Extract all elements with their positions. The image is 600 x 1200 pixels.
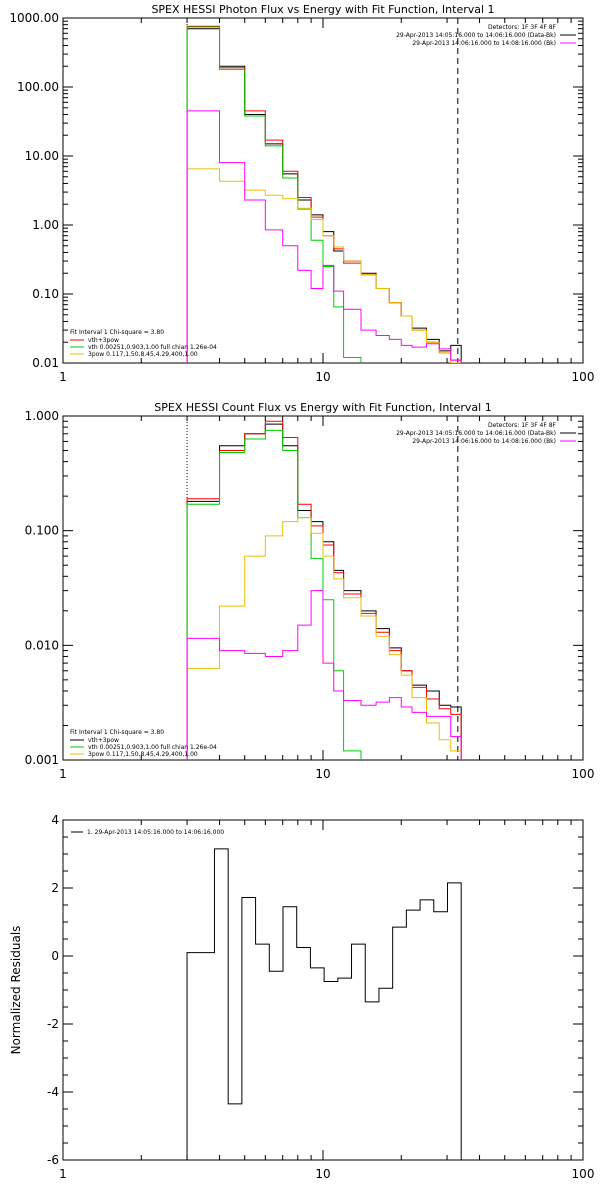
photon-flux-panel: SPEX HESSI Photon Flux vs Energy with Fi… <box>9 3 595 384</box>
series-4-histogram <box>186 590 462 760</box>
residuals-frame <box>62 819 584 1161</box>
legend-vth3pow: vth+3pow <box>88 337 119 344</box>
photon-flux-legend-top: Detectors: 1F 3F 4F 8F 29-Apr-2013 14:05… <box>396 24 576 47</box>
y-tick-label: 100.00 <box>17 80 59 94</box>
y-tick-label: 0.001 <box>25 753 59 767</box>
residuals-panel: 1 10 100 4 2 0 -2 -4 -6 Normalized Residuals 1. … <box>9 813 595 1181</box>
y-tick-label: 0 <box>51 949 59 963</box>
legend-fit-interval: Fit Interval 1 Chi-square = 3.80 <box>70 329 164 336</box>
series-0-histogram <box>186 848 462 1160</box>
x-tick-label: 100 <box>572 370 595 384</box>
photon-flux-legend-bottom: Fit Interval 1 Chi-square = 3.80 vth+3po… <box>70 329 217 358</box>
count-flux-panel: SPEX HESSI Count Flux vs Energy with Fit… <box>25 401 595 781</box>
y-tick-label: -6 <box>47 1153 59 1167</box>
series-0-histogram <box>186 423 462 760</box>
y-tick-label: -2 <box>47 1017 59 1031</box>
legend-bk: 29-Apr-2013 14:06:16.000 to 14:08:16.000… <box>412 438 556 445</box>
legend-3pow: 3pow 0.117,1.50,8.45,4.29,400,1.00 <box>88 351 198 358</box>
legend-data-bk: 29-Apr-2013 14:05:16.000 to 14:06:16.000… <box>396 32 556 39</box>
y-tick-label: 0.100 <box>25 524 59 538</box>
photon-flux-title: SPEX HESSI Photon Flux vs Energy with Fi… <box>151 3 494 16</box>
series-4-histogram <box>186 110 462 363</box>
legend-bk: 29-Apr-2013 14:06:16.000 to 14:08:16.000… <box>412 40 556 47</box>
y-tick-label: 0.10 <box>32 287 59 301</box>
y-tick-label: 4 <box>51 813 59 827</box>
count-flux-legend-bottom: Fit Interval 1 Chi-square = 3.80 vth+3po… <box>70 729 217 758</box>
series-3-histogram <box>186 168 462 363</box>
legend-data-bk: 29-Apr-2013 14:05:16.000 to 14:06:16.000… <box>396 430 556 437</box>
x-tick-label: 10 <box>315 1167 330 1181</box>
photon-flux-frame <box>62 17 584 364</box>
legend-vth: vth 0.00251,0.903,1.00 full chian 1.26e-… <box>88 344 217 351</box>
y-tick-label: 0.01 <box>32 356 59 370</box>
y-tick-label: 1.000 <box>25 409 59 423</box>
series-2-histogram <box>186 429 362 760</box>
legend-3pow: 3pow 0.117,1.50,8.45,4.29,400,1.00 <box>88 751 198 758</box>
y-tick-label: 1000.00 <box>9 11 59 25</box>
y-tick-label: 1.00 <box>32 218 59 232</box>
x-tick-label: 1 <box>59 767 67 781</box>
x-tick-label: 1 <box>59 370 67 384</box>
x-tick-label: 10 <box>315 370 330 384</box>
y-tick-label: 2 <box>51 881 59 895</box>
series-1-histogram <box>186 420 462 760</box>
count-flux-legend-top: Detectors: 1F 3F 4F 8F 29-Apr-2013 14:05… <box>396 422 576 445</box>
y-tick-label: 10.00 <box>25 149 59 163</box>
series-3-histogram <box>186 517 462 760</box>
series-1-histogram <box>186 25 462 363</box>
count-flux-title: SPEX HESSI Count Flux vs Energy with Fit… <box>154 401 491 414</box>
residuals-legend: 1. 29-Apr-2013 14:05:16.000 to 14:06:16.… <box>87 829 224 836</box>
legend-fit-interval: Fit Interval 1 Chi-square = 3.80 <box>70 729 164 736</box>
x-tick-label: 10 <box>315 767 330 781</box>
legend-vth: vth 0.00251,0.903,1.00 full chian 1.26e-… <box>88 744 217 751</box>
y-tick-label: 0.010 <box>25 638 59 652</box>
x-tick-label: 100 <box>572 1167 595 1181</box>
y-tick-label: -4 <box>47 1085 59 1099</box>
x-tick-label: 1 <box>59 1167 67 1181</box>
legend-detectors: Detectors: 1F 3F 4F 8F <box>488 24 557 31</box>
legend-vth3pow: vth+3pow <box>88 737 119 744</box>
x-tick-label: 100 <box>572 767 595 781</box>
residuals-ylabel: Normalized Residuals <box>9 926 23 1055</box>
legend-detectors: Detectors: 1F 3F 4F 8F <box>488 422 557 429</box>
